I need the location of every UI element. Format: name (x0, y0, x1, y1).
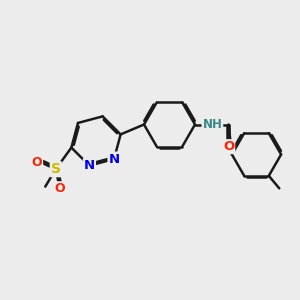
Text: N: N (84, 159, 95, 172)
Text: N: N (109, 152, 120, 166)
Text: S: S (51, 162, 61, 176)
Text: O: O (54, 182, 65, 195)
Text: NH: NH (202, 118, 222, 131)
Text: O: O (223, 140, 234, 153)
Text: O: O (32, 156, 42, 169)
